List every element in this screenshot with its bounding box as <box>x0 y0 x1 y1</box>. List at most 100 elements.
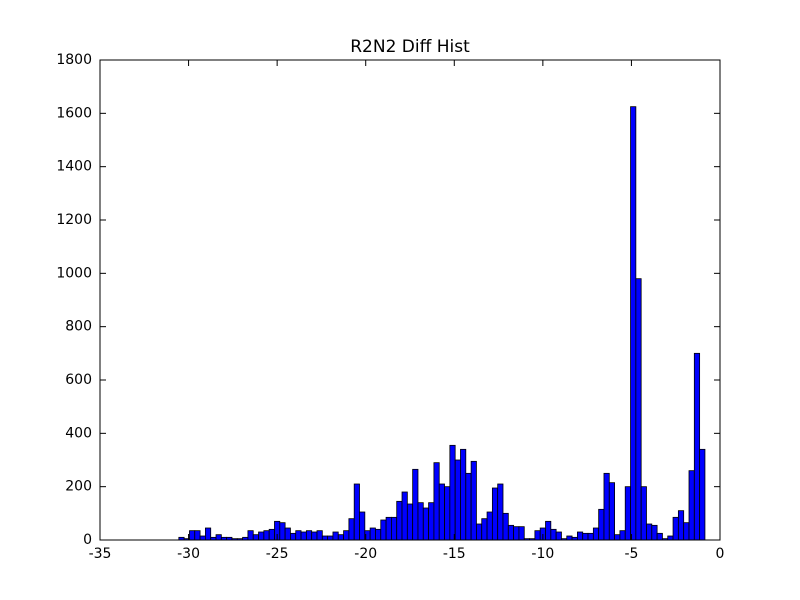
bar <box>449 444 456 541</box>
bar <box>343 530 350 541</box>
bar <box>502 512 509 541</box>
bar <box>651 524 658 541</box>
bar <box>460 448 467 541</box>
bar <box>566 535 573 541</box>
bar <box>550 528 557 541</box>
bar <box>465 472 472 541</box>
bar <box>438 483 445 541</box>
bar <box>284 527 291 541</box>
bar <box>486 511 493 541</box>
bar <box>189 530 196 541</box>
bar <box>417 502 424 541</box>
y-tick-label: 600 <box>65 372 92 388</box>
bar <box>476 523 483 541</box>
bar <box>587 532 594 541</box>
bar <box>534 530 541 541</box>
x-tick-label: -35 <box>89 546 112 562</box>
x-tick-label: -30 <box>177 546 200 562</box>
bar <box>412 468 419 541</box>
bar <box>454 459 461 541</box>
bar <box>656 532 663 541</box>
bar <box>247 530 254 541</box>
bar <box>290 532 297 541</box>
bar <box>555 531 562 541</box>
y-tick-label: 1400 <box>56 159 92 175</box>
chart-title: R2N2 Diff Hist <box>350 37 470 57</box>
bar <box>422 507 429 541</box>
bar <box>396 500 403 541</box>
y-tick-label: 1200 <box>56 212 92 228</box>
bar <box>316 530 323 541</box>
bar <box>433 462 440 541</box>
bar <box>518 526 525 541</box>
bar <box>640 486 647 541</box>
bar <box>507 524 515 541</box>
bar <box>327 535 334 541</box>
bar <box>385 516 392 541</box>
bar <box>300 531 307 541</box>
bar <box>603 472 610 541</box>
bar <box>635 278 642 541</box>
x-tick-label: -20 <box>354 546 377 562</box>
x-tick-label: 0 <box>716 546 725 562</box>
bar <box>305 530 313 541</box>
x-tick-label: -15 <box>443 546 466 562</box>
y-tick-label: 800 <box>65 319 92 335</box>
bar <box>683 522 690 541</box>
bar <box>444 486 451 541</box>
bar <box>598 508 605 541</box>
bar <box>252 534 259 541</box>
bar <box>375 528 382 541</box>
y-tick-label: 1000 <box>56 265 92 281</box>
bar <box>481 518 488 541</box>
bar <box>428 502 435 541</box>
bar <box>268 528 275 541</box>
bar <box>592 527 600 541</box>
bar <box>332 531 339 541</box>
bar <box>577 531 584 541</box>
bar <box>667 535 674 541</box>
bar <box>263 530 270 541</box>
bar <box>406 503 414 541</box>
bar <box>699 448 706 541</box>
x-tick-label: -25 <box>266 546 289 562</box>
bar <box>401 491 408 541</box>
bar <box>646 523 653 541</box>
bar <box>321 535 329 541</box>
bar <box>497 483 504 541</box>
y-tick-label: 0 <box>83 532 92 548</box>
bar <box>204 527 212 541</box>
y-tick-label: 400 <box>65 425 92 441</box>
plot-frame <box>99 59 721 541</box>
x-tick-label: -10 <box>531 546 554 562</box>
bar <box>470 460 477 541</box>
bar <box>672 516 679 541</box>
bar <box>513 526 520 541</box>
bar <box>353 483 360 541</box>
bar <box>688 470 695 541</box>
bar <box>380 519 387 541</box>
bar <box>311 531 318 541</box>
bar <box>614 534 621 541</box>
bar <box>619 530 626 541</box>
y-tick-label: 200 <box>65 479 92 495</box>
x-tick-label: -5 <box>624 546 638 562</box>
bar <box>258 531 265 541</box>
bar <box>369 527 376 541</box>
bar <box>390 516 398 541</box>
bar <box>693 352 701 541</box>
bar <box>608 482 615 541</box>
bar <box>624 486 631 541</box>
bar <box>348 518 355 541</box>
y-tick-label: 1800 <box>56 52 92 68</box>
bar <box>630 106 637 541</box>
bar <box>677 510 685 541</box>
bar <box>337 534 344 541</box>
bar <box>582 532 589 541</box>
bar <box>359 511 366 541</box>
bar <box>279 522 286 541</box>
y-tick-label: 1600 <box>56 105 92 121</box>
bar <box>199 535 206 541</box>
